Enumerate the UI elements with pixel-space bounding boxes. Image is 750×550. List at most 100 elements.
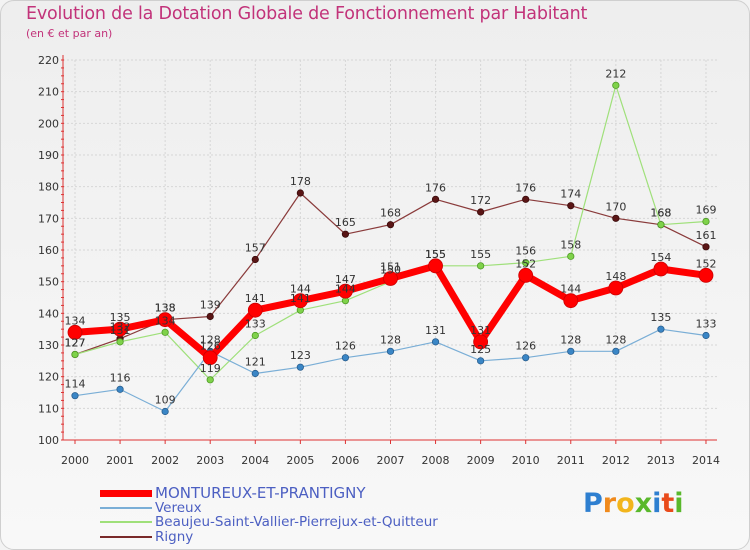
data-point — [116, 338, 124, 346]
data-label: 141 — [245, 292, 266, 305]
data-point — [251, 331, 259, 340]
data-point — [567, 347, 575, 355]
legend-swatch-montureux — [100, 489, 152, 497]
data-label: 144 — [335, 283, 356, 296]
data-point — [657, 325, 665, 333]
data-label: 128 — [560, 333, 581, 346]
data-point — [292, 293, 308, 309]
data-label: 135 — [110, 311, 131, 324]
data-point — [473, 334, 489, 350]
y-tick-label: 180 — [38, 181, 59, 194]
data-label: 147 — [335, 273, 356, 286]
data-label: 155 — [470, 248, 491, 261]
data-label: 178 — [290, 175, 311, 188]
chart-subtitle: (en € et par an) — [26, 27, 113, 40]
data-point — [206, 376, 214, 384]
data-label: 135 — [650, 311, 671, 324]
x-tick-label: 2012 — [602, 454, 630, 467]
data-label: 126 — [335, 340, 356, 353]
data-label: 168 — [650, 207, 671, 220]
data-label: 155 — [425, 248, 446, 261]
data-point — [428, 258, 443, 274]
series-lines — [67, 81, 714, 416]
data-label: 127 — [65, 337, 86, 350]
data-point — [71, 350, 79, 359]
y-tick-label: 220 — [38, 54, 59, 67]
data-point — [341, 354, 350, 362]
legend-label-beaujeu: Beaujeu-Saint-Vallier-Pierrejux-et-Quitt… — [155, 514, 438, 530]
data-label: 134 — [65, 314, 86, 327]
legend-item-vereux: Vereux — [100, 500, 202, 516]
data-point — [202, 350, 218, 366]
data-point — [702, 217, 710, 226]
data-label: 126 — [515, 340, 536, 353]
data-label: 150 — [380, 264, 401, 277]
data-label: 133 — [695, 318, 716, 331]
logo-letter: t — [661, 488, 675, 519]
data-label: 128 — [605, 333, 626, 346]
y-tick-label: 150 — [38, 276, 59, 289]
legend-label-rigny: Rigny — [155, 529, 194, 545]
data-label: 157 — [245, 242, 266, 255]
data-point — [702, 331, 710, 340]
data-point — [522, 195, 530, 203]
data-point — [161, 328, 169, 336]
data-point — [522, 259, 530, 267]
legend-item-montureux: MONTUREUX-ET-PRANTIGNY — [100, 484, 366, 502]
x-tick-label: 2000 — [61, 454, 89, 467]
data-point — [477, 357, 485, 365]
data-label: 132 — [110, 321, 131, 334]
data-point — [431, 195, 440, 203]
x-tick-label: 2001 — [106, 454, 134, 467]
x-tick-label: 2004 — [241, 454, 269, 467]
data-label: 165 — [335, 216, 356, 229]
data-label: 131 — [110, 324, 131, 337]
y-tick-label: 170 — [38, 212, 59, 225]
data-label: 172 — [470, 194, 491, 207]
chart-title: Evolution de la Dotation Globale de Fonc… — [26, 4, 588, 24]
data-label: 152 — [695, 257, 716, 270]
data-point — [251, 369, 259, 378]
legend-label-vereux: Vereux — [155, 500, 202, 516]
data-point — [116, 385, 124, 393]
data-label: 154 — [650, 251, 671, 264]
data-label: 119 — [200, 362, 221, 375]
data-point — [698, 267, 714, 283]
y-tick-label: 130 — [38, 339, 59, 352]
data-point — [477, 262, 485, 270]
y-tick-label: 200 — [38, 117, 59, 130]
data-point — [71, 392, 79, 400]
x-tick-label: 2009 — [467, 454, 495, 467]
data-point — [296, 189, 304, 197]
data-point — [612, 214, 620, 222]
data-label: 139 — [200, 299, 221, 312]
data-point — [522, 354, 530, 362]
data-label: 128 — [380, 333, 401, 346]
x-axis-ticks: 2000 2001 2002 2003 2004 2005 2006 2007 2008 2009… — [61, 454, 720, 467]
data-label: 134 — [155, 314, 176, 327]
data-point — [653, 261, 669, 277]
grid-lines — [61, 55, 717, 444]
data-point — [341, 230, 350, 238]
data-point — [67, 324, 83, 340]
data-point — [206, 312, 214, 321]
data-label: 144 — [290, 283, 311, 296]
x-tick-label: 2002 — [151, 454, 179, 467]
data-point — [518, 267, 534, 283]
data-label: 121 — [245, 356, 266, 369]
x-tick-label: 2006 — [331, 454, 359, 467]
y-tick-label: 110 — [38, 402, 59, 415]
data-point — [161, 407, 169, 416]
data-label: 127 — [65, 337, 86, 350]
data-point — [338, 283, 353, 299]
logo-letter: r — [602, 488, 617, 519]
data-point — [431, 338, 440, 346]
data-label: 114 — [65, 378, 86, 391]
y-tick-label: 190 — [38, 149, 59, 162]
data-point — [612, 81, 620, 89]
data-point — [567, 252, 575, 260]
data-point — [657, 221, 665, 229]
x-tick-label: 2010 — [512, 454, 540, 467]
data-label: 152 — [515, 257, 536, 270]
